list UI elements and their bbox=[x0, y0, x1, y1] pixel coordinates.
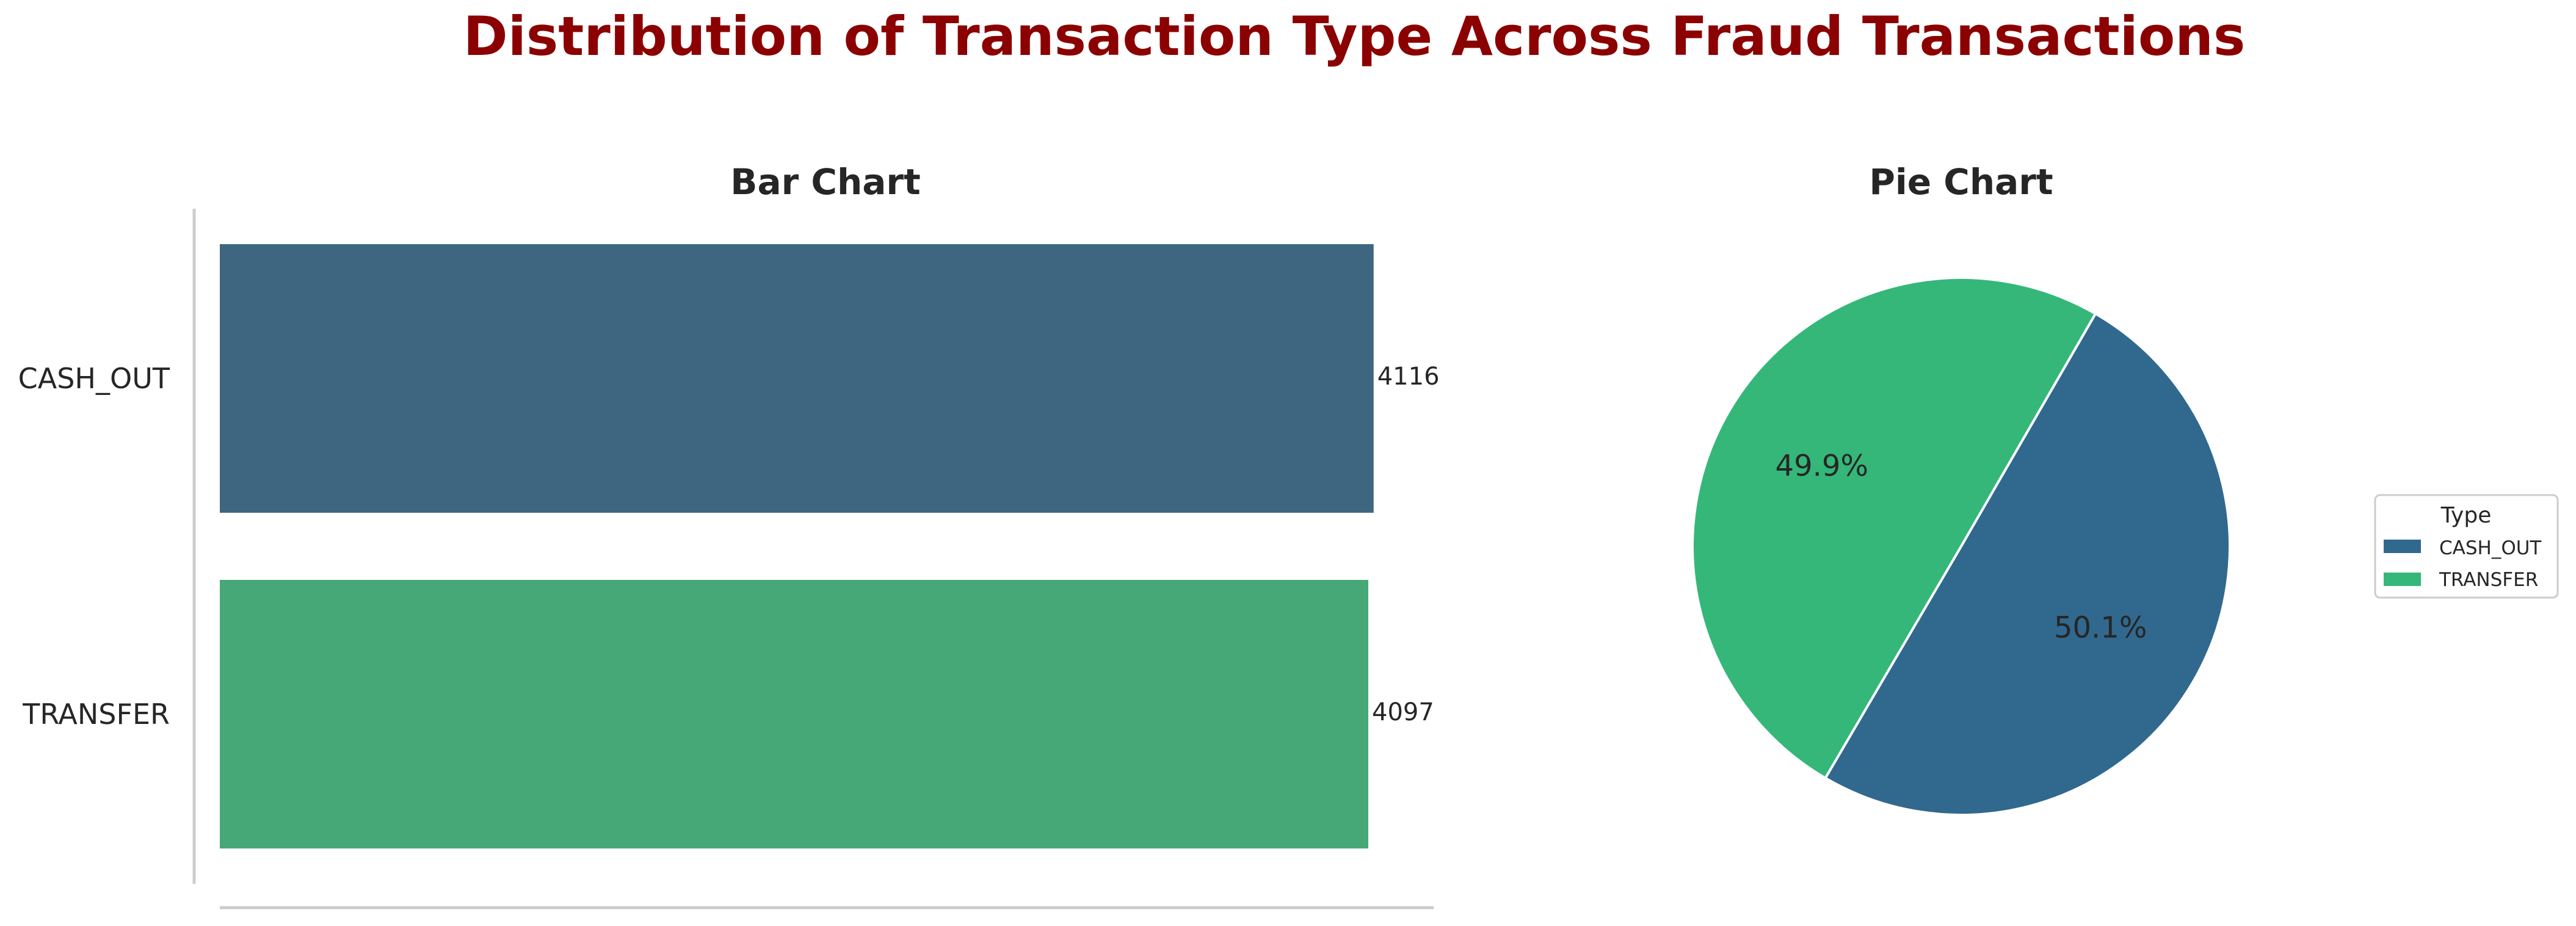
legend-title: Type bbox=[2440, 503, 2492, 528]
legend-frame bbox=[2374, 494, 2559, 599]
pie-chart-plot-area: 50.1% 49.9% bbox=[1691, 277, 2232, 817]
figure-title: Distribution of Transaction Type Across … bbox=[463, 5, 2246, 68]
pie-chart-title: Pie Chart bbox=[1869, 161, 2053, 203]
pie-chart: Pie Chart 50.1% 49.9% Type CASH_OUT TRANS… bbox=[1691, 161, 2559, 817]
pie-chart-legend: Type CASH_OUT TRANSFER bbox=[2374, 494, 2559, 599]
y-tick-label-cash-out: CASH_OUT bbox=[18, 362, 170, 395]
pie-slice-cash-out bbox=[1823, 312, 2232, 817]
y-tick-label-transfer: TRANSFER bbox=[22, 698, 170, 731]
bar-value-label-cash-out: 4116 bbox=[1377, 363, 1440, 391]
legend-label-transfer: TRANSFER bbox=[2439, 569, 2538, 591]
legend-label-cash-out: CASH_OUT bbox=[2439, 537, 2542, 559]
bar-chart-plot-area: CASH_OUT 4116 TRANSFER 4097 bbox=[18, 244, 1440, 848]
bar-transfer bbox=[220, 580, 1369, 848]
bar-chart: Bar Chart CASH_OUT 4116 TRANSFER 4097 bbox=[18, 161, 1440, 910]
pie-slice-transfer bbox=[1691, 277, 2097, 780]
legend-swatch-transfer bbox=[2384, 573, 2421, 586]
bar-value-label-transfer: 4097 bbox=[1372, 698, 1434, 726]
bar-chart-title: Bar Chart bbox=[730, 161, 920, 203]
legend-swatch-cash-out bbox=[2384, 540, 2421, 553]
pie-pct-label-transfer: 49.9% bbox=[1776, 449, 1868, 483]
bar-cash-out bbox=[220, 244, 1374, 513]
pie-pct-label-cash-out: 50.1% bbox=[2054, 611, 2147, 645]
